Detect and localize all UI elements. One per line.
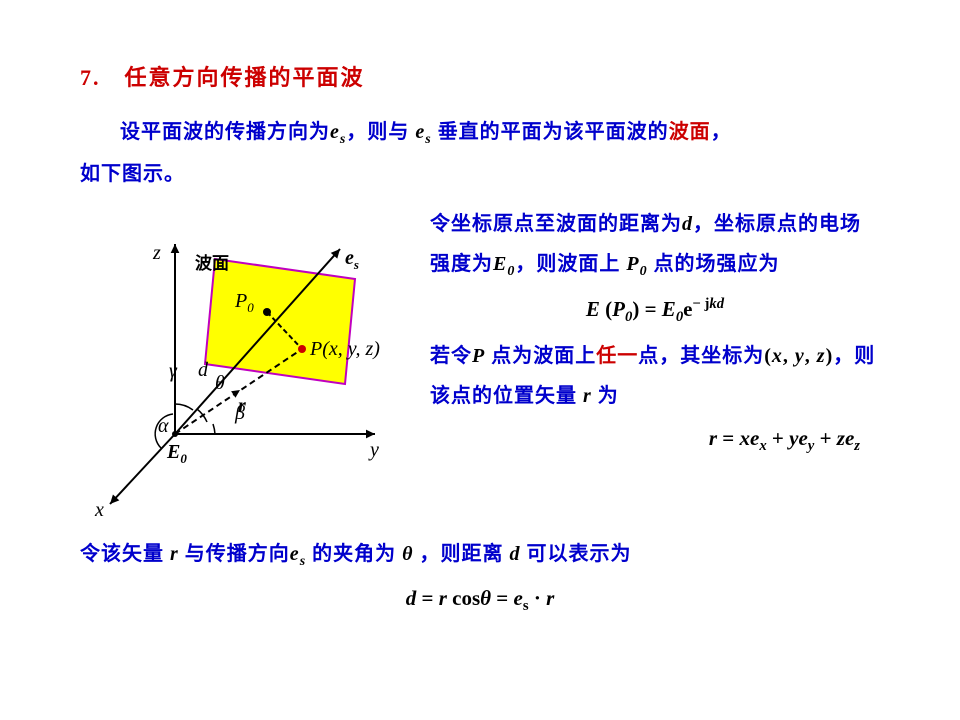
svg-text:β: β bbox=[234, 402, 245, 424]
formula-1: E (P0) = E0e− jkd bbox=[430, 296, 880, 326]
formula-3: d = r cosθ = es · r bbox=[80, 586, 880, 615]
paragraph-2: 若令P 点为波面上任一点，其坐标为(x, y, z)，则该点的位置矢量 r 为 bbox=[430, 336, 880, 416]
svg-text:γ: γ bbox=[169, 360, 178, 382]
paragraph-3: 令该矢量 r 与传播方向es 的夹角为 θ ，则距离 d 可以表示为 bbox=[80, 534, 880, 576]
svg-text:y: y bbox=[368, 439, 379, 461]
paragraph-1: 令坐标原点至波面的距离为d，坐标原点的电场强度为E0，则波面上 P0 点的场强应… bbox=[430, 204, 880, 286]
preamble-line1: 设平面波的传播方向为es，则与 es 垂直的平面为该平面波的波面， bbox=[80, 112, 880, 154]
svg-text:es: es bbox=[345, 247, 359, 272]
svg-text:波面: 波面 bbox=[195, 253, 229, 273]
svg-text:x: x bbox=[94, 499, 104, 521]
svg-text:d: d bbox=[198, 359, 209, 381]
section-title: 7. 任意方向传播的平面波 bbox=[80, 60, 880, 92]
svg-text:θ: θ bbox=[215, 372, 225, 394]
coordinate-diagram: 波面zyxesdrP0P(x, y, z)E0αβγθ bbox=[80, 214, 400, 524]
svg-text:P(x, y, z): P(x, y, z) bbox=[309, 338, 380, 360]
svg-text:E0: E0 bbox=[166, 441, 187, 466]
formula-2: r = xex + yey + zez bbox=[430, 426, 880, 455]
preamble-line2: 如下图示。 bbox=[80, 154, 880, 194]
svg-text:α: α bbox=[158, 415, 169, 437]
svg-text:z: z bbox=[152, 242, 161, 264]
diagram-container: 波面zyxesdrP0P(x, y, z)E0αβγθ bbox=[80, 214, 420, 524]
